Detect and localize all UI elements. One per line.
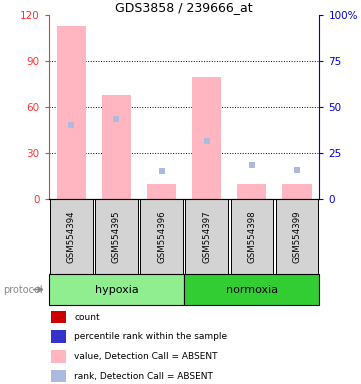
Text: value, Detection Call = ABSENT: value, Detection Call = ABSENT <box>74 352 218 361</box>
Text: rank, Detection Call = ABSENT: rank, Detection Call = ABSENT <box>74 372 213 381</box>
Bar <box>192 76 221 199</box>
Text: normoxia: normoxia <box>226 285 278 295</box>
Text: GSM554398: GSM554398 <box>247 210 256 263</box>
Text: count: count <box>74 313 100 321</box>
Bar <box>50 199 92 274</box>
Text: hypoxia: hypoxia <box>95 285 138 295</box>
Bar <box>276 199 318 274</box>
Bar <box>282 184 312 199</box>
Bar <box>140 199 183 274</box>
Text: GSM554399: GSM554399 <box>292 210 301 263</box>
Bar <box>184 274 319 305</box>
Text: protocol: protocol <box>4 285 43 295</box>
Bar <box>237 184 266 199</box>
Text: percentile rank within the sample: percentile rank within the sample <box>74 332 227 341</box>
Bar <box>57 26 86 199</box>
Bar <box>49 274 184 305</box>
Bar <box>52 331 66 343</box>
Text: GSM554395: GSM554395 <box>112 210 121 263</box>
Bar <box>186 199 228 274</box>
Bar <box>52 311 66 323</box>
Title: GDS3858 / 239666_at: GDS3858 / 239666_at <box>115 1 253 14</box>
Text: GSM554397: GSM554397 <box>202 210 211 263</box>
Bar <box>95 199 138 274</box>
Bar <box>231 199 273 274</box>
Text: GSM554394: GSM554394 <box>67 210 76 263</box>
Bar <box>147 184 176 199</box>
Bar <box>102 95 131 199</box>
Bar <box>52 370 66 382</box>
Bar <box>52 350 66 363</box>
Text: GSM554396: GSM554396 <box>157 210 166 263</box>
